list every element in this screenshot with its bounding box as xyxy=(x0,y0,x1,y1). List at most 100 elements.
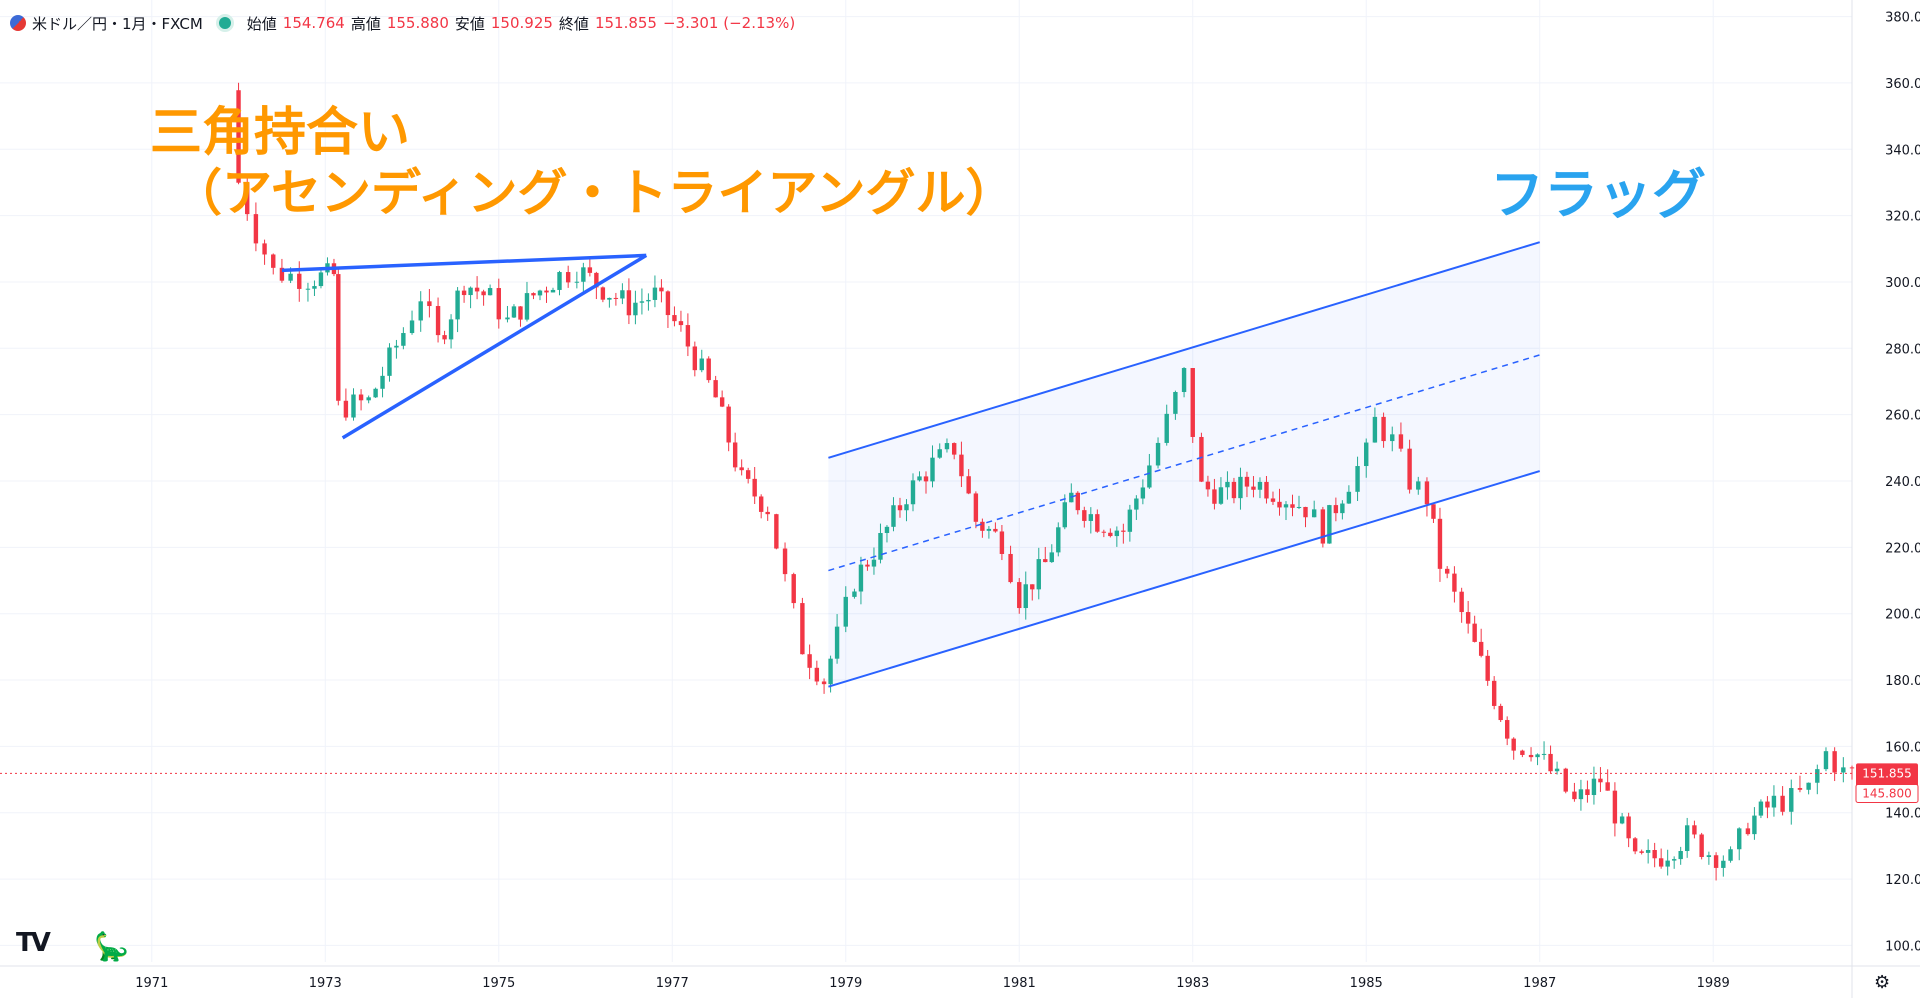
candle-body xyxy=(524,293,530,320)
candle-body xyxy=(1340,503,1345,514)
candle-body xyxy=(1626,816,1631,839)
candle-body xyxy=(1815,769,1820,783)
gear-icon[interactable]: ⚙ xyxy=(1874,972,1891,993)
candle-body xyxy=(600,287,606,300)
high-label: 高値 xyxy=(350,14,381,33)
candle-body xyxy=(1472,623,1477,642)
trend-drawings[interactable] xyxy=(281,241,1541,688)
candle-body xyxy=(1459,591,1464,613)
tradingview-logo-icon[interactable]: TV xyxy=(16,928,51,958)
x-tick-label: 1981 xyxy=(1003,976,1036,991)
candle-body xyxy=(1632,838,1638,852)
candle-body xyxy=(719,397,725,407)
triangle-title: 三角持合い xyxy=(150,103,410,163)
candle-body xyxy=(1765,801,1770,808)
candle-body xyxy=(607,297,612,300)
candle-body xyxy=(1563,768,1568,792)
x-tick-label: 1987 xyxy=(1523,976,1556,991)
candle-body xyxy=(699,358,704,371)
candle-body xyxy=(1296,506,1302,508)
candle-body xyxy=(1108,532,1113,537)
candle-body xyxy=(980,521,985,531)
candle-body xyxy=(358,394,364,401)
candle-body xyxy=(1504,720,1510,739)
candle-body xyxy=(1257,481,1263,490)
candle-body xyxy=(1114,530,1120,537)
dinosaur-icon[interactable]: 🦕 xyxy=(94,930,129,963)
candle-body xyxy=(1244,476,1250,487)
change-value: −3.301 (−2.13%) xyxy=(662,14,796,32)
candle-body xyxy=(481,291,486,296)
open-value: 154.764 xyxy=(282,14,345,32)
candle-body xyxy=(1619,816,1625,824)
candle-body xyxy=(418,301,423,321)
candle-body xyxy=(800,603,805,655)
candle-body xyxy=(1043,559,1048,563)
open-label: 始値 xyxy=(246,14,277,33)
candle-body xyxy=(1578,789,1584,800)
candle-body xyxy=(565,272,571,283)
candle-body xyxy=(1780,795,1785,812)
candle-body xyxy=(678,321,684,326)
candle-body xyxy=(1355,466,1360,492)
candle-body xyxy=(1699,834,1704,857)
candle-body xyxy=(1147,465,1152,488)
time-axis[interactable]: 1971 1973 1975 1977 1979 1981 1983 1985 1987 1989 xyxy=(0,965,1920,991)
candle-body xyxy=(1407,448,1412,490)
x-tick-label: 1979 xyxy=(829,976,862,991)
low-marker-tag-bg xyxy=(1855,783,1919,803)
symbol-label[interactable]: 米ドル／円・1月・FXCM xyxy=(32,14,203,33)
candle-body xyxy=(828,658,833,685)
candle-body xyxy=(1372,416,1378,443)
candle-body xyxy=(821,681,827,685)
candle-body xyxy=(1585,789,1590,796)
candle-body xyxy=(343,400,349,418)
candle-body xyxy=(511,306,517,318)
candle-body xyxy=(1806,782,1811,790)
candle-body xyxy=(1511,738,1516,751)
y-tick-label: 280.000 xyxy=(1885,342,1920,357)
candle-body xyxy=(639,301,645,303)
candle-body xyxy=(312,286,317,289)
candle-body xyxy=(652,287,658,300)
candle-body xyxy=(1134,498,1139,510)
candle-body xyxy=(858,564,864,592)
candle-body xyxy=(1327,505,1332,544)
candle-body xyxy=(427,301,432,307)
y-tick-label: 340.000 xyxy=(1885,143,1920,158)
low-label: 安値 xyxy=(454,14,485,33)
candle-body xyxy=(336,274,341,401)
x-tick-label: 1983 xyxy=(1176,976,1209,991)
candle-body xyxy=(1541,753,1547,755)
candle-body xyxy=(973,493,979,522)
candle-body xyxy=(1478,641,1484,656)
candle-body xyxy=(1095,514,1100,532)
candle-body xyxy=(626,290,632,316)
candle-body xyxy=(613,297,619,299)
candle-body xyxy=(1431,504,1436,519)
candle-body xyxy=(1023,584,1028,609)
candle-body xyxy=(865,564,870,567)
candle-body xyxy=(1121,530,1126,532)
candle-body xyxy=(884,526,890,534)
candle-body xyxy=(1088,514,1094,521)
grid-lines xyxy=(0,0,1852,962)
candle-body xyxy=(1190,368,1195,437)
price-axis[interactable]: 380.000 360.000 340.000 320.000 300.000 280.0… xyxy=(1851,0,1920,998)
candle-body xyxy=(685,325,691,347)
candle-body xyxy=(1283,504,1289,508)
candle-body xyxy=(531,293,536,296)
candle-body xyxy=(1101,531,1107,533)
candle-body xyxy=(442,335,447,340)
candle-body xyxy=(1771,795,1777,808)
candle-body xyxy=(1652,850,1657,859)
candle-body xyxy=(1199,436,1204,482)
candle-body xyxy=(692,346,698,371)
candle-body xyxy=(1528,754,1534,758)
candle-body xyxy=(1612,790,1618,824)
candle-body xyxy=(1498,705,1503,721)
y-tick-label: 100.000 xyxy=(1885,939,1920,954)
y-tick-label: 380.000 xyxy=(1885,11,1920,26)
market-status-icon[interactable] xyxy=(218,17,231,29)
